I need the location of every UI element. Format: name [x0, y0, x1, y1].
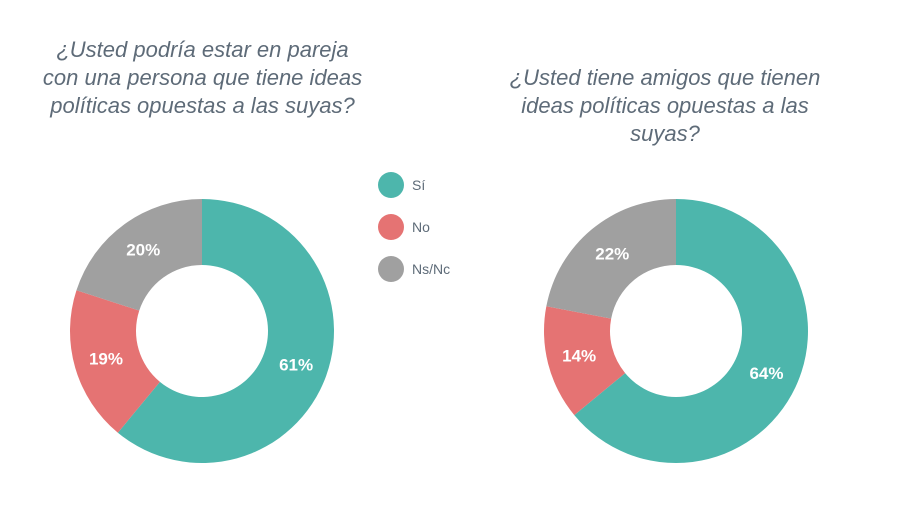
legend-item-nsnc: Ns/Nc — [378, 254, 450, 284]
chart-title-left: ¿Usted podría estar en pareja con una pe… — [42, 37, 363, 118]
legend-label-no: No — [412, 219, 430, 235]
chart-title-right: ¿Usted tiene amigos que tienen ideas pol… — [509, 65, 821, 146]
legend-swatch-nsnc — [378, 256, 404, 282]
slice-pareja-nsnc — [76, 199, 202, 311]
slice-label-amigos-si: 64% — [749, 364, 783, 383]
slice-label-pareja-no: 19% — [89, 349, 123, 368]
legend-item-no: No — [378, 212, 450, 242]
legend-item-si: Sí — [378, 170, 450, 200]
slice-amigos-si — [574, 199, 808, 463]
slice-pareja-no — [70, 290, 160, 433]
legend-label-si: Sí — [412, 177, 426, 193]
slice-label-pareja-nsnc: 20% — [126, 241, 160, 260]
legend-label-nsnc: Ns/Nc — [412, 261, 451, 277]
slice-label-amigos-no: 14% — [562, 346, 596, 365]
slice-amigos-nsnc — [546, 199, 676, 319]
legend-swatch-no — [378, 214, 404, 240]
slice-label-amigos-nsnc: 22% — [595, 244, 629, 263]
slice-amigos-no — [543, 306, 626, 416]
legend: Sí No Ns/Nc — [378, 170, 450, 296]
legend-swatch-si — [378, 172, 404, 198]
slice-pareja-si — [117, 199, 334, 463]
slice-label-pareja-si: 61% — [279, 355, 313, 374]
